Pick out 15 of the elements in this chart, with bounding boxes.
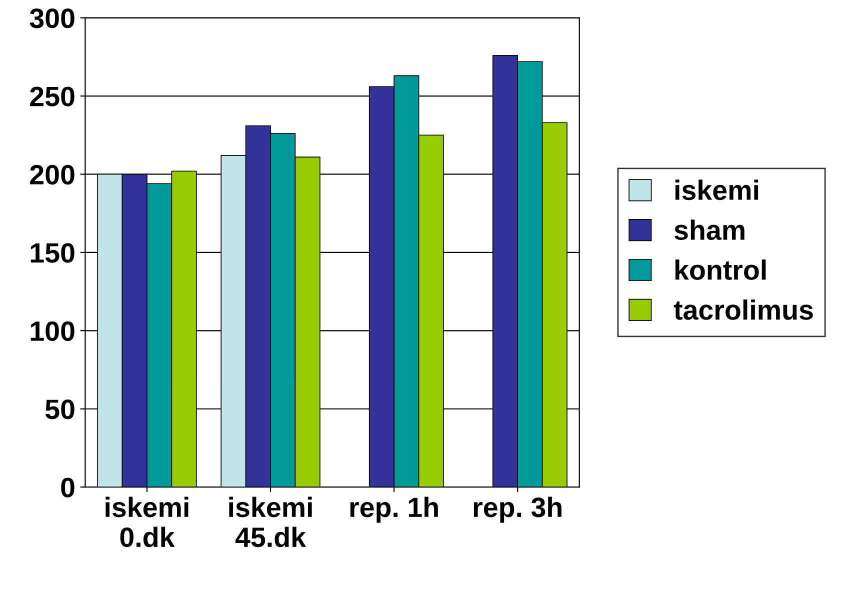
- x-tick-label: rep. 3h: [474, 496, 562, 523]
- legend-label: iskemi: [675, 180, 758, 200]
- y-tick-label: 200: [30, 164, 74, 185]
- legend-label: tacrolimus: [674, 299, 813, 320]
- y-tick-label: 250: [30, 86, 74, 106]
- x-tick-label: iskemi 45.dk: [229, 496, 312, 548]
- legend-label: sham: [674, 220, 744, 240]
- y-tick-label: 150: [30, 243, 74, 263]
- legend-label: kontrol: [675, 260, 766, 280]
- y-tick-label: 100: [30, 321, 74, 341]
- y-tick-label: 300: [30, 8, 74, 28]
- x-tick-label: iskemi 0.dk: [106, 496, 188, 548]
- y-tick-label: 50: [45, 400, 74, 420]
- x-tick-label: rep. 1h: [350, 496, 438, 523]
- y-tick-label: 0: [61, 478, 74, 498]
